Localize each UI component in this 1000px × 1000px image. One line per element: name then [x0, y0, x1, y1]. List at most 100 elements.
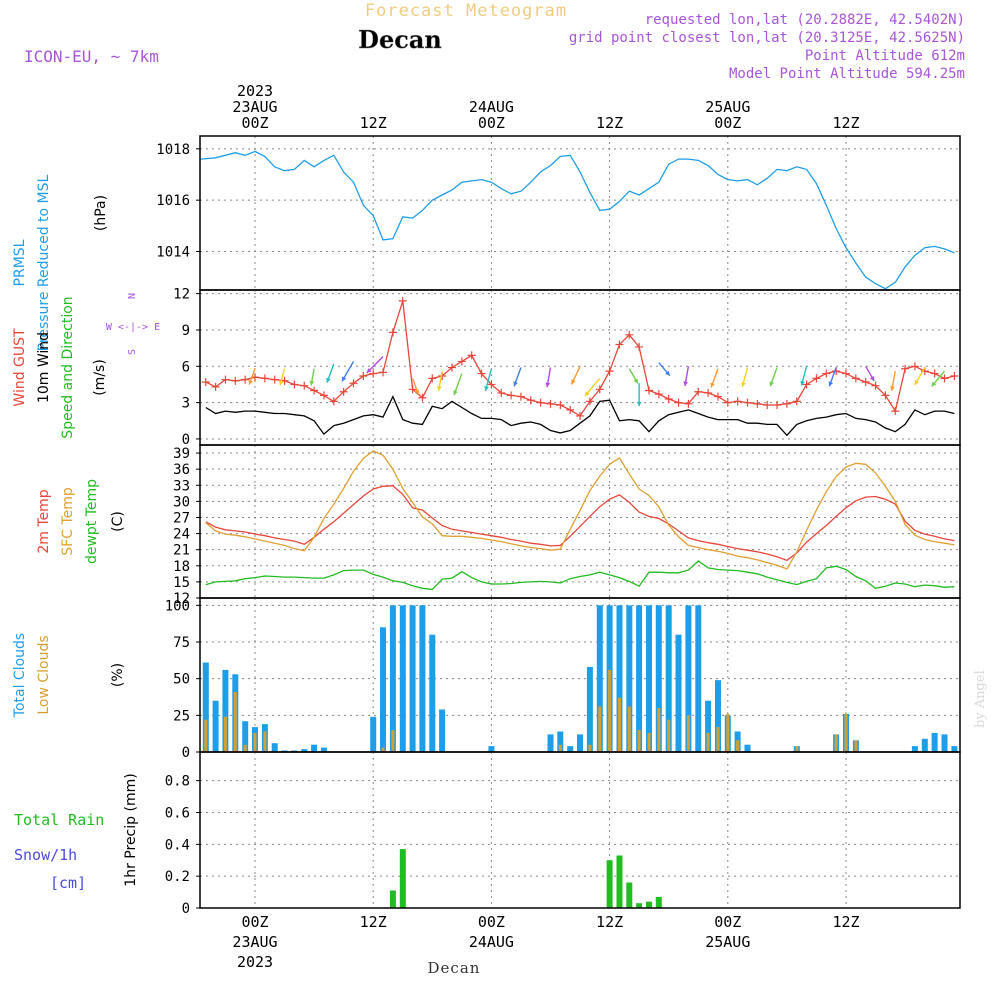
low_cloud-bar	[233, 691, 237, 752]
rain-bar	[626, 882, 633, 908]
clouds-panel: 0 25 50 75 100 Total Clouds Low Clouds (%)	[12, 597, 961, 761]
wind-arrow	[914, 367, 926, 386]
total_cloud-bar	[596, 605, 603, 752]
low_cloud-bar	[558, 744, 562, 752]
gust-marker	[339, 387, 348, 396]
wind-arrow	[636, 383, 642, 407]
wind-arrow-head	[665, 370, 670, 376]
wind-arrow-head	[769, 381, 774, 387]
gust-marker	[467, 351, 476, 360]
total_cloud-bar	[744, 744, 751, 752]
gust-marker	[231, 376, 240, 385]
gust-marker	[861, 378, 870, 387]
total_cloud-bar	[439, 709, 446, 752]
low_cloud-bar	[263, 731, 267, 752]
gust-marker	[812, 374, 821, 383]
wind-arrow-head	[545, 382, 551, 388]
wind-arrow-head	[914, 379, 920, 385]
total_cloud-bar	[389, 605, 396, 752]
precip-ylabel: 1hr Precip (mm)	[123, 773, 139, 886]
y-tick-label: 0.6	[165, 805, 190, 821]
gust-marker	[497, 388, 506, 397]
gust-marker	[723, 398, 732, 407]
total_cloud-bar	[409, 605, 416, 752]
gust-marker	[940, 374, 949, 383]
wind-arrow	[570, 365, 581, 385]
total_cloud-bar	[547, 734, 554, 752]
y-tick-label: 0	[182, 745, 190, 761]
top-time-label: 00Z	[714, 114, 741, 132]
low_cloud-bar	[726, 713, 730, 752]
total_cloud-bar	[911, 746, 918, 752]
total_cloud-bar	[636, 605, 643, 752]
bottom-time-label: 25AUG	[705, 933, 750, 951]
total_cloud-bar	[271, 743, 278, 752]
snow-unit: [cm]	[50, 874, 86, 892]
wind-line	[205, 395, 955, 437]
y-tick-label: 100	[165, 598, 190, 614]
gust-marker	[428, 374, 437, 383]
gust-marker	[556, 401, 565, 410]
wind-arrow	[683, 366, 690, 387]
pressure-frame	[199, 135, 961, 291]
wind-arrow	[248, 368, 256, 385]
wind-arrow-head	[437, 386, 442, 391]
total_cloud-bar	[488, 746, 495, 752]
gust-marker	[546, 399, 555, 408]
bottom-time-label: 00Z	[478, 913, 505, 931]
wind-arrow-head	[326, 377, 331, 383]
bottom-time-label: 12Z	[596, 913, 623, 931]
gust-marker	[950, 371, 959, 380]
snow-legend: Snow/1h	[14, 846, 77, 864]
gust-marker	[713, 392, 722, 401]
wind-arrow	[741, 367, 749, 387]
precip-panel: 0 0.2 0.4 0.6 0.8 Total Rain Snow/1h [cm] 1hr Pr…	[14, 751, 961, 917]
clouds-ylabel: (%)	[110, 663, 126, 687]
wind-arrow	[453, 373, 463, 396]
low_cloud-bar	[243, 744, 247, 752]
wind-legend-label: Wind GUST	[12, 328, 28, 407]
low_cloud-bar	[204, 719, 208, 752]
top-time-label: 12Z	[360, 114, 387, 132]
wind-arrow-head	[342, 376, 347, 382]
pressure-line	[200, 150, 955, 290]
y-tick-label: 9	[182, 323, 190, 339]
gust-marker	[349, 379, 358, 388]
gust-marker	[743, 398, 752, 407]
gust-marker	[290, 380, 299, 389]
temperature-legend-label: 2m Temp	[36, 489, 52, 553]
low_cloud-bar	[795, 746, 799, 752]
total_cloud-bar	[222, 669, 229, 752]
wind-arrow-head	[309, 380, 315, 386]
gust-marker	[615, 340, 624, 349]
low_cloud-bar	[667, 719, 671, 752]
top-time-label: 12Z	[832, 114, 859, 132]
bottom-time-label: 12Z	[832, 913, 859, 931]
low_cloud-bar	[657, 708, 661, 752]
y-tick-label: 0.2	[165, 869, 190, 885]
wind-arrow-head	[636, 401, 642, 407]
gust-marker	[516, 392, 525, 401]
low_cloud-bar	[627, 706, 631, 752]
low_cloud-bar	[686, 715, 690, 752]
total_cloud-bar	[941, 734, 948, 752]
wind-arrow-head	[800, 380, 805, 386]
wind-arrow-head	[571, 379, 576, 385]
gust-marker	[211, 382, 220, 391]
y-tick-label: 3	[182, 396, 190, 412]
top-time-label: 25AUG	[705, 98, 750, 116]
rain-bar	[606, 860, 613, 908]
bottom-time-label: 12Z	[360, 913, 387, 931]
compass-west-east: W <-|-> E	[106, 322, 160, 333]
wind-arrow	[584, 377, 601, 397]
compass-south: S	[127, 349, 138, 355]
gust-marker	[487, 380, 496, 389]
top-time-label: 12Z	[596, 114, 623, 132]
wind-arrow	[278, 368, 286, 386]
total_cloud-bar	[311, 744, 318, 752]
gust-marker	[566, 405, 575, 414]
total_cloud-bar	[380, 627, 386, 752]
y-tick-label: 39	[173, 446, 190, 462]
bottom-time-label: 00Z	[714, 913, 741, 931]
